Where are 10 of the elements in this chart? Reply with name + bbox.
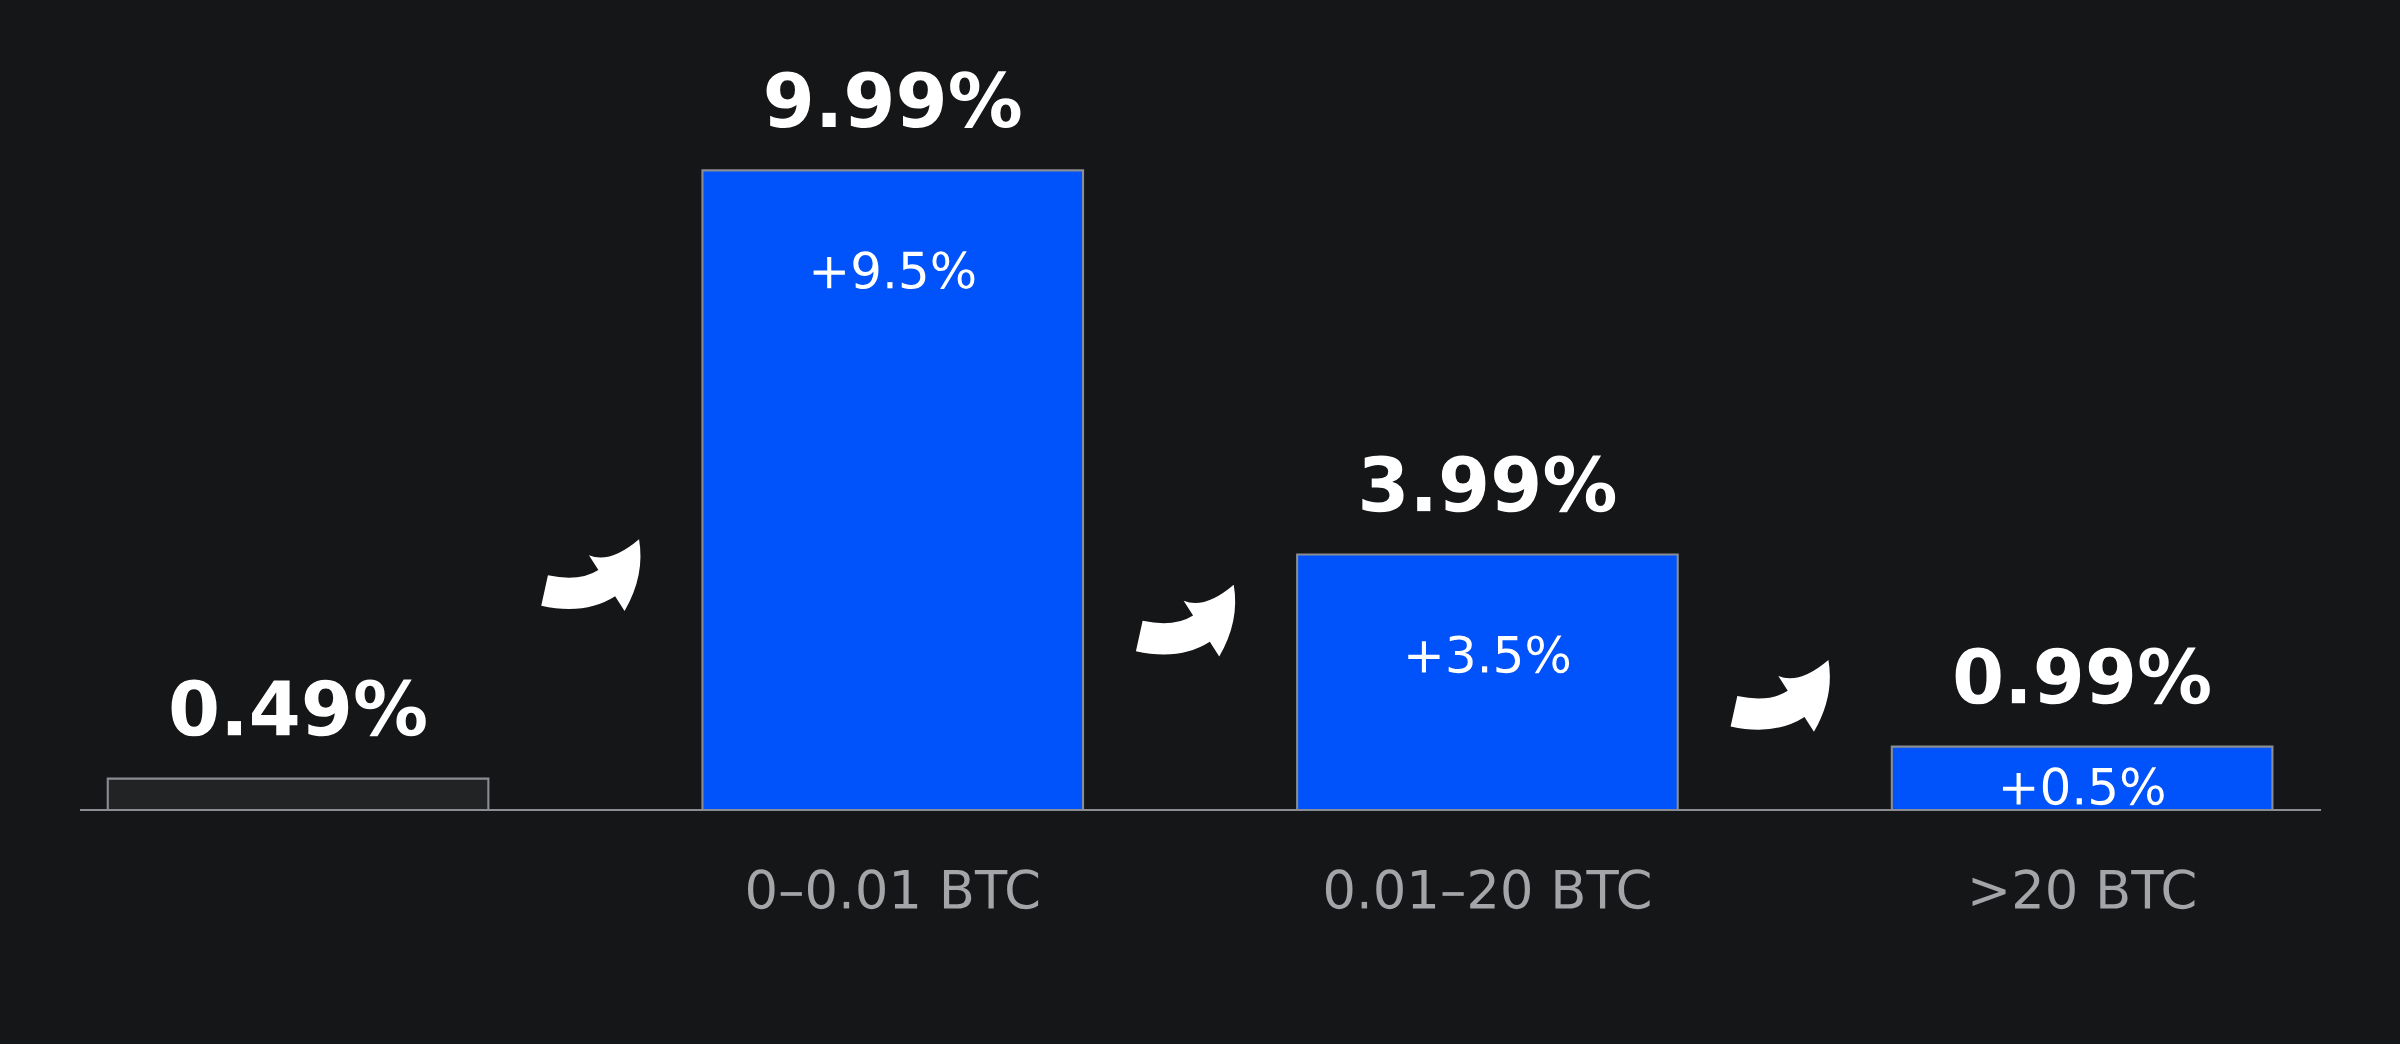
x-tick-label: >20 BTC: [1972, 869, 2195, 910]
annotation: +0.5%: [2002, 767, 2164, 806]
annotation: +9.5%: [813, 251, 975, 290]
annotation: +3.5%: [1408, 635, 1570, 674]
data-label: 3.99%: [1362, 455, 1616, 513]
data-label: 9.99%: [766, 71, 1021, 129]
x-tick-label: 0–0.01 BTC: [748, 869, 1039, 910]
data-label: 0.99%: [1955, 647, 2210, 705]
x-tick-label: 0.01–20 BTC: [1325, 869, 1650, 910]
data-label: 0.49%: [171, 679, 426, 737]
